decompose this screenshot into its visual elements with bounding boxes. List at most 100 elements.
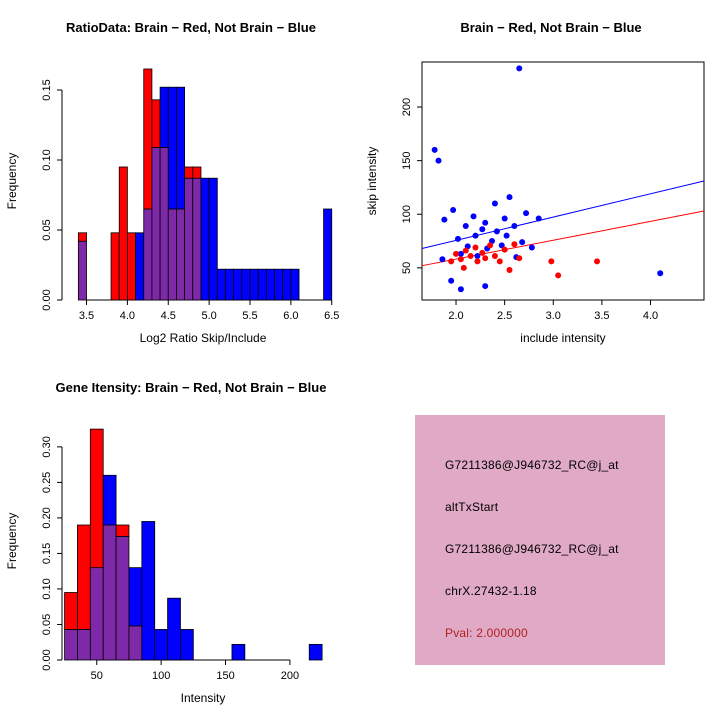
probe-id-line-2: G7211386@J946732_RC@j_at	[445, 542, 619, 556]
data-point	[594, 258, 601, 265]
data-point	[460, 264, 467, 271]
data-point	[453, 250, 460, 257]
data-point	[482, 219, 489, 226]
data-point	[467, 253, 474, 260]
blue-bar	[141, 521, 156, 661]
data-point	[496, 258, 503, 265]
points-red	[448, 241, 601, 279]
data-point	[511, 223, 518, 230]
svg-text:Brain − Red, Not Brain − Blue: Brain − Red, Not Brain − Blue	[460, 20, 641, 35]
panel-gene-intensity-histogram: 50 100 150 200 0.00 0.05 0.10 0.15 0.20 0.25 0.30 G…	[0, 360, 360, 720]
data-point	[523, 210, 530, 217]
data-point	[482, 283, 489, 290]
svg-text:50: 50	[401, 262, 413, 274]
blue-bar	[167, 86, 177, 210]
svg-text:100: 100	[152, 670, 170, 682]
blue-bar	[208, 177, 218, 301]
svg-text:150: 150	[216, 670, 234, 682]
blue-bar	[290, 268, 300, 301]
svg-text:skip intensity: skip intensity	[365, 147, 379, 216]
blue-bar	[176, 86, 186, 210]
overlap-bar	[77, 240, 87, 301]
svg-text:0.20: 0.20	[41, 507, 53, 528]
svg-text:5.5: 5.5	[242, 310, 257, 322]
data-point	[535, 215, 542, 222]
overlap-bar	[89, 567, 104, 661]
blue-bar	[308, 643, 323, 661]
data-point	[472, 244, 479, 251]
red-bar	[192, 166, 202, 179]
blue-bar	[159, 86, 169, 148]
red-bar	[126, 232, 136, 301]
tick-labels: 2.0 2.5 3.0 3.5 4.0 50 100 150 200	[401, 98, 658, 322]
svg-text:Gene Itensity: Brain − Red, No: Gene Itensity: Brain − Red, Not Brain − …	[56, 380, 327, 395]
data-point	[462, 223, 469, 230]
blue-bar	[233, 268, 243, 301]
blue-bar	[102, 474, 117, 526]
event-type-line: altTxStart	[445, 500, 499, 514]
svg-text:200: 200	[281, 670, 299, 682]
overlap-bar	[115, 535, 130, 661]
svg-text:Intensity: Intensity	[181, 691, 226, 705]
svg-text:Frequency: Frequency	[5, 513, 19, 570]
overlap-bar	[159, 146, 169, 301]
red-bar	[110, 232, 120, 301]
red-bar	[77, 524, 91, 630]
not-brain-fit	[421, 180, 705, 250]
data-point	[493, 228, 500, 235]
data-point	[457, 256, 464, 263]
tick-labels: 50 100 150 200 0.00 0.05 0.10 0.15 0.20 0.25 0.30	[41, 436, 299, 682]
data-point	[474, 253, 481, 260]
data-point	[487, 242, 494, 249]
svg-text:150: 150	[401, 151, 413, 169]
red-bar	[118, 166, 128, 301]
svg-text:2.0: 2.0	[448, 310, 463, 322]
data-point	[491, 200, 498, 207]
intensity-scatter-chart: 2.0 2.5 3.0 3.5 4.0 50 100 150 200 Brain − Red, N…	[365, 20, 705, 345]
data-point	[431, 146, 438, 153]
tick-labels: 3.5 4.0 4.5 5.0 5.5 6.0 6.5 0.00 0.05 0.10 0.15	[41, 79, 339, 322]
data-point	[457, 250, 464, 257]
blue-bar	[135, 232, 145, 301]
red-bar	[64, 592, 78, 630]
data-point	[506, 266, 513, 273]
svg-text:0.05: 0.05	[41, 614, 53, 635]
plot-box	[421, 61, 705, 301]
data-point	[454, 235, 461, 242]
svg-text:5.0: 5.0	[201, 310, 216, 322]
overlap-bar	[128, 625, 143, 661]
data-point	[448, 258, 455, 265]
red-bar	[151, 99, 161, 148]
data-point	[470, 213, 477, 220]
overlap-bar	[167, 208, 177, 301]
overlap-bar	[184, 177, 194, 301]
data-point	[501, 246, 508, 253]
data-point	[479, 249, 486, 256]
blue-bar	[154, 629, 168, 661]
svg-text:4.0: 4.0	[120, 310, 135, 322]
svg-text:0.00: 0.00	[41, 649, 53, 670]
overlap-bar	[143, 208, 153, 301]
svg-text:0.30: 0.30	[41, 436, 53, 457]
blue-bar	[241, 268, 251, 301]
data-point	[482, 255, 489, 262]
svg-text:include intensity: include intensity	[520, 331, 605, 345]
data-point	[548, 258, 555, 265]
data-point	[528, 244, 535, 251]
svg-text:200: 200	[401, 98, 413, 116]
svg-text:Log2 Ratio Skip/Include: Log2 Ratio Skip/Include	[140, 331, 267, 345]
data-point	[519, 239, 526, 246]
svg-text:0.15: 0.15	[41, 543, 53, 564]
probe-id-line: G7211386@J946732_RC@j_at	[445, 458, 619, 472]
data-point	[511, 241, 518, 248]
data-point	[474, 258, 481, 265]
overlap-bar	[192, 177, 202, 301]
blue-bar	[249, 268, 259, 301]
overlap-bar	[176, 208, 186, 301]
blue-bar	[216, 268, 226, 301]
data-point	[506, 194, 513, 201]
data-point	[472, 232, 479, 239]
svg-text:4.5: 4.5	[161, 310, 176, 322]
red-bar	[89, 428, 104, 569]
histogram-bars	[64, 428, 323, 661]
